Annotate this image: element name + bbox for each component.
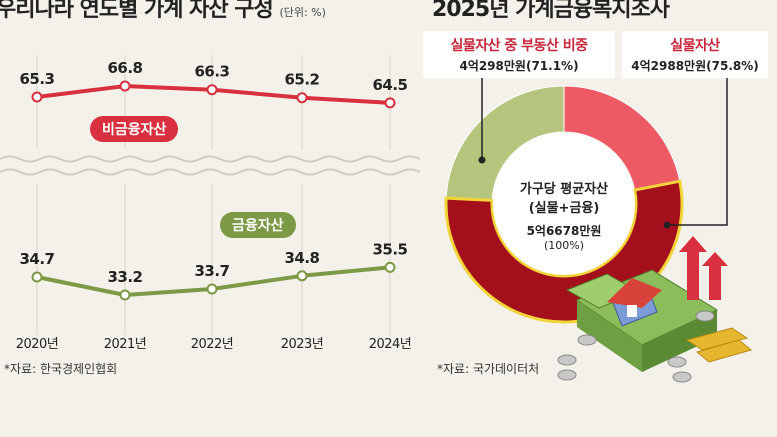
coin-5: [695, 310, 715, 322]
callout-real-assets: 실물자산 4억2988만원(75.8%): [622, 31, 768, 78]
house-window: [627, 305, 637, 317]
coin-1: [557, 369, 577, 381]
arrow-up-2: [702, 252, 728, 300]
gold-bar-1: [685, 327, 749, 351]
x-tick-4: 2024년: [369, 337, 412, 352]
point-0-2: [206, 84, 218, 96]
axis-break-wave-1: [0, 155, 420, 163]
axis-break-wave-2: [0, 168, 420, 176]
series-label-nonfinancial: 비금융자산: [90, 116, 179, 142]
data-label-0-1: 66.8: [107, 59, 142, 77]
arrow-up-1: [679, 236, 707, 300]
center-line1: 가구당 평균자산: [519, 182, 609, 197]
point-0-1: [119, 80, 131, 92]
data-label-1-0: 34.7: [19, 250, 54, 268]
data-label-0-4: 64.5: [372, 76, 407, 94]
line-chart-title-text: 우리나라 연도별 가계 자산 구성: [0, 0, 274, 22]
data-label-0-2: 66.3: [194, 63, 229, 81]
x-tick-0: 2020년: [16, 337, 59, 352]
line-chart: 65.3 66.8 66.3 65.2 64.5 34.7 33.2 33.7 34.8 35.5…: [0, 55, 420, 352]
source-right: *자료: 국가데이터처: [437, 362, 540, 376]
money-stack-side-left: [577, 300, 642, 372]
point-0-4: [384, 97, 396, 109]
unit-label: (단위: %): [279, 6, 326, 19]
data-label-0-3: 65.2: [284, 71, 319, 89]
leader-dot-left: [478, 156, 486, 164]
donut-center-text: 가구당 평균자산 (실물+금융) 5억6678만원 (100%): [505, 178, 623, 252]
center-pct: (100%): [543, 239, 585, 252]
donut-chart-title: 2025년 가계금융복지조사: [432, 0, 670, 22]
point-1-2: [206, 283, 218, 295]
axis-break-band: [0, 150, 420, 184]
donut-chart: [444, 76, 753, 383]
series-label-financial: 금융자산: [220, 212, 296, 238]
illustration: [557, 236, 753, 383]
coin-3: [672, 371, 692, 383]
leader-dot-right: [663, 221, 671, 229]
x-tick-1: 2021년: [104, 337, 147, 352]
donut-hole: [493, 133, 635, 275]
x-tick-3: 2023년: [281, 337, 324, 352]
coin-2: [667, 356, 687, 368]
callout-real-assets-value: 4억2988만원(75.8%): [631, 59, 759, 73]
center-line2: (실물+금융): [528, 201, 600, 216]
coin-4: [577, 334, 597, 346]
slice-financial-assets: [445, 85, 565, 201]
gold-bar-2: [695, 339, 753, 363]
center-value: 5억6678만원: [526, 224, 602, 238]
source-left: *자료: 한국경제인협회: [4, 362, 118, 376]
data-label-0-0: 65.3: [19, 70, 54, 88]
leader-line-right: [667, 76, 728, 226]
callout-real-estate-title: 실물자산 중 부동산 비중: [450, 38, 588, 54]
point-0-3: [296, 92, 308, 104]
point-0-0: [31, 91, 43, 103]
point-1-0: [31, 271, 43, 283]
callout-real-estate: 실물자산 중 부동산 비중 4억298만원(71.1%): [423, 31, 615, 78]
point-1-1: [119, 289, 131, 301]
coin-0: [557, 354, 577, 366]
data-label-1-1: 33.2: [107, 268, 142, 286]
line-chart-title: 우리나라 연도별 가계 자산 구성 (단위: %): [0, 0, 326, 23]
data-label-1-3: 34.8: [284, 249, 319, 267]
x-tick-2: 2022년: [191, 337, 234, 352]
callout-real-estate-value: 4억298만원(71.1%): [459, 59, 579, 73]
money-stack-side-right: [642, 310, 717, 372]
point-1-4: [384, 261, 396, 273]
data-label-1-2: 33.7: [194, 262, 229, 280]
data-label-1-4: 35.5: [372, 240, 407, 258]
callout-real-assets-title: 실물자산: [670, 38, 720, 54]
point-1-3: [296, 270, 308, 282]
house-roof: [607, 278, 662, 308]
